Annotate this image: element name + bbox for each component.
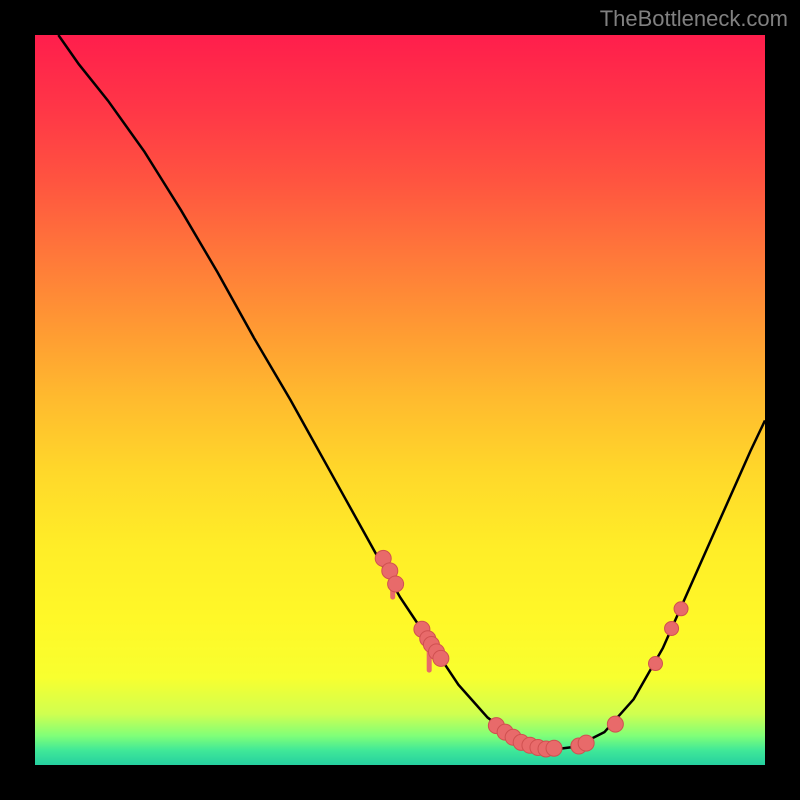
data-marker: [674, 602, 688, 616]
watermark-text: TheBottleneck.com: [600, 6, 788, 32]
data-marker: [665, 621, 679, 635]
data-marker: [649, 657, 663, 671]
data-marker: [546, 740, 562, 756]
data-marker: [433, 650, 449, 666]
curve-layer: [35, 35, 765, 765]
bottleneck-curve: [58, 35, 765, 750]
data-marker: [388, 576, 404, 592]
data-markers: [375, 550, 688, 757]
data-marker: [578, 735, 594, 751]
chart-area: [35, 35, 765, 765]
data-marker: [607, 716, 623, 732]
